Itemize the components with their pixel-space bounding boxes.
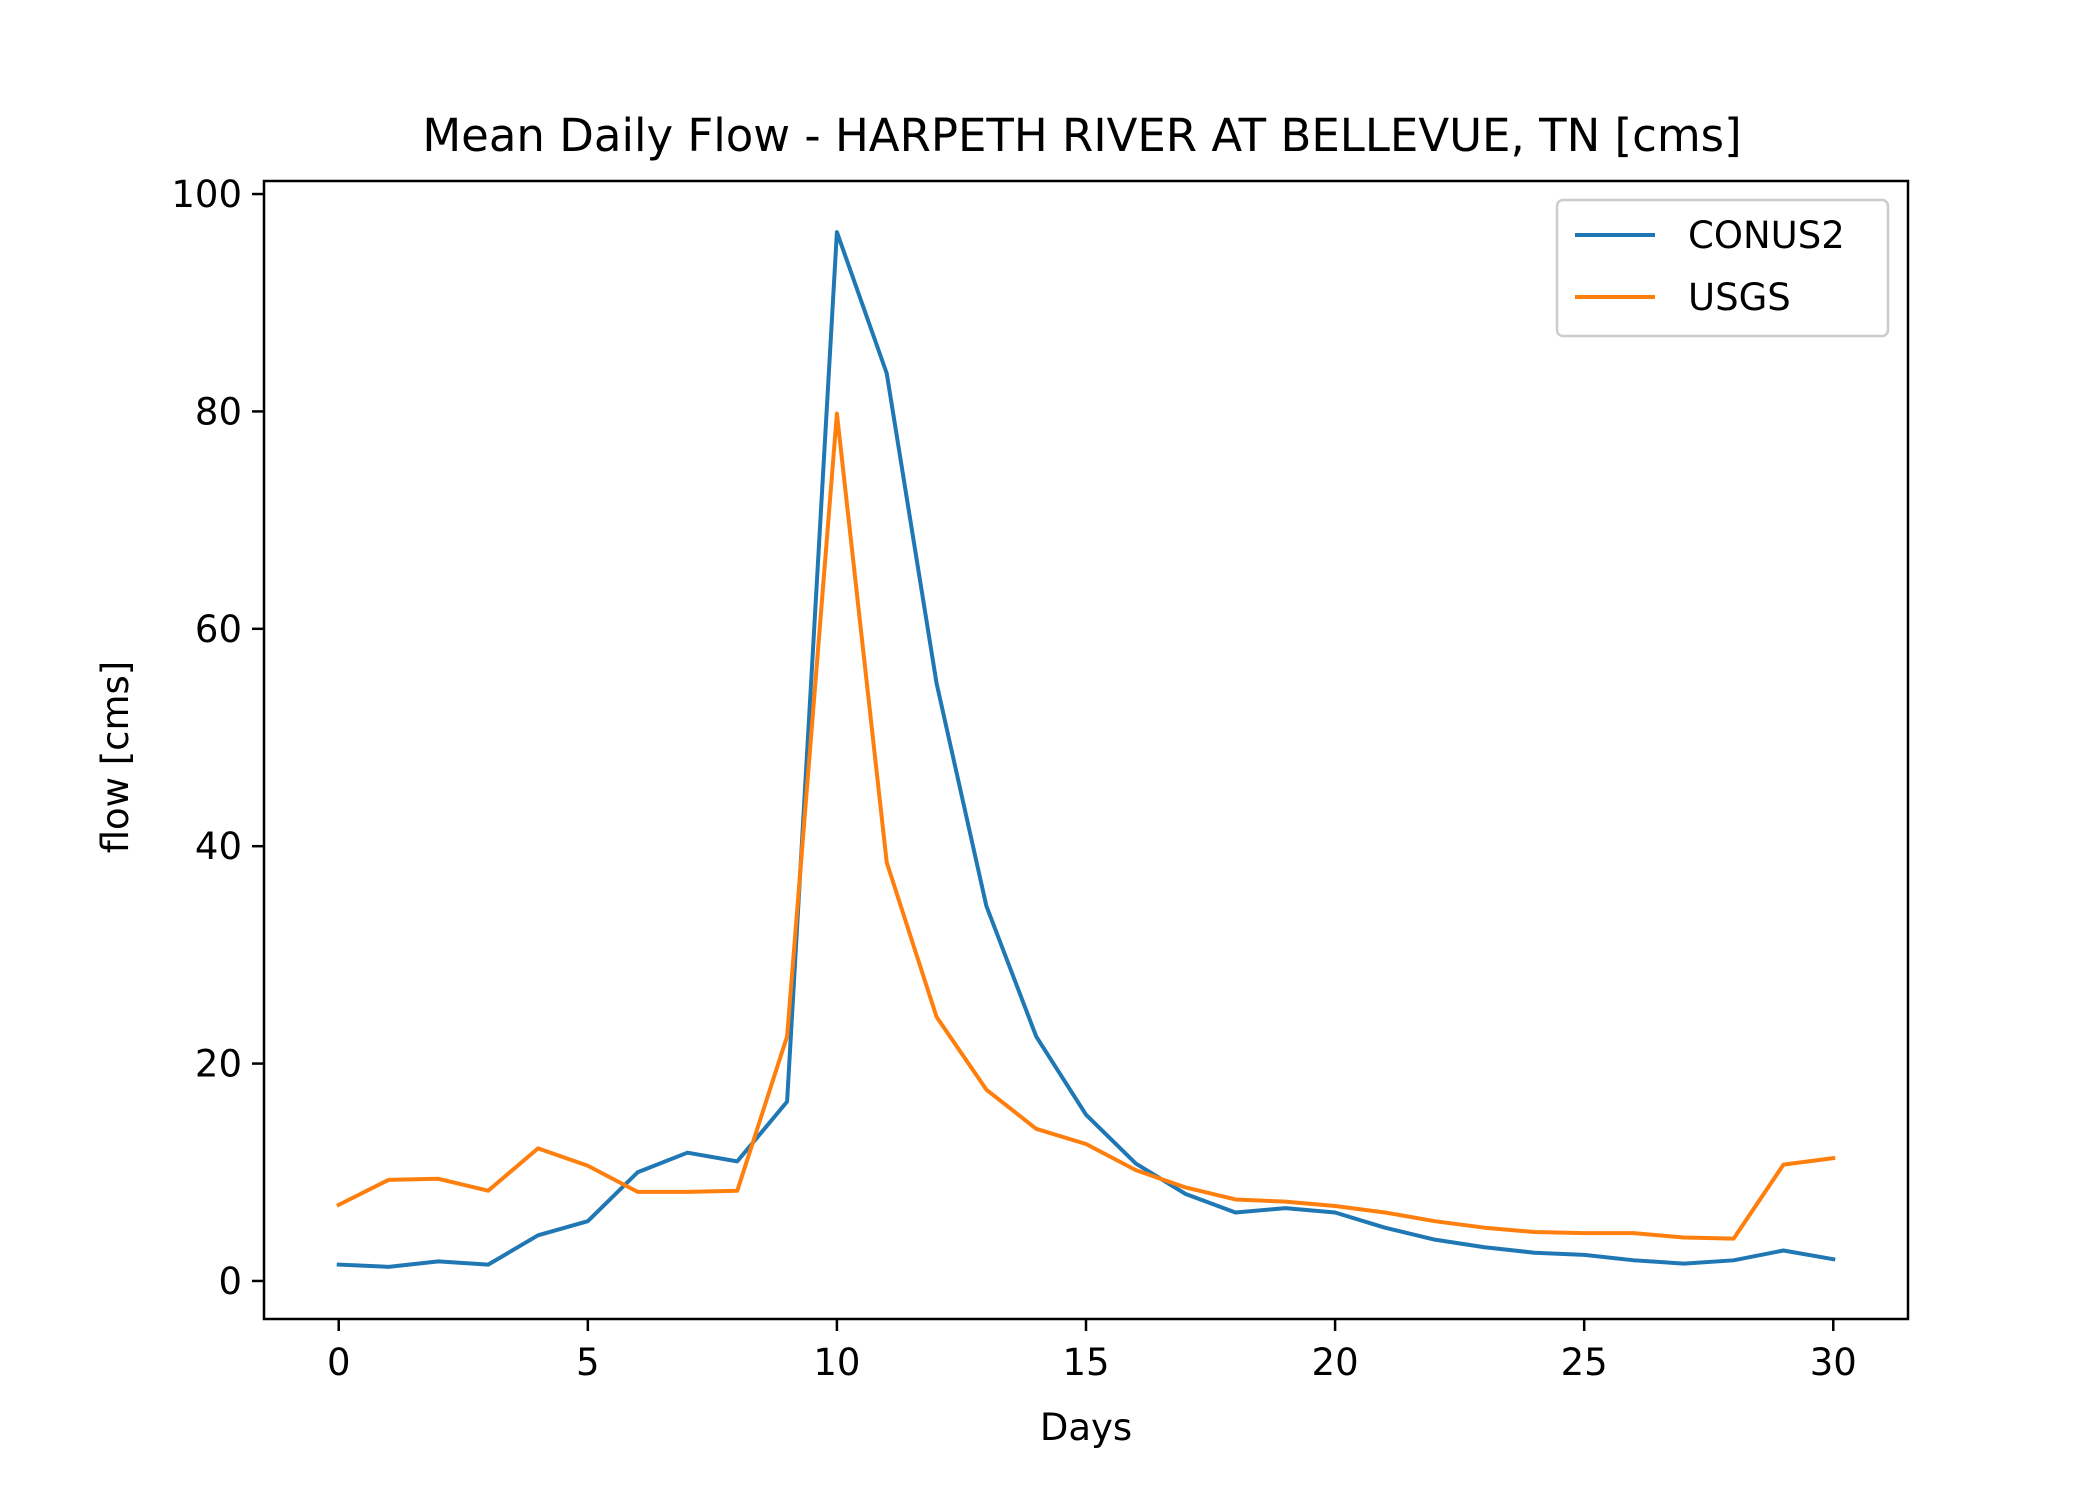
y-tick-label: 20 [195,1043,242,1086]
legend: CONUS2 USGS [1555,198,1890,338]
y-tick-label: 40 [195,825,242,868]
legend-label-usgs: USGS [1688,276,1791,319]
x-tick-label: 5 [576,1341,600,1384]
y-tick-label: 100 [171,173,242,216]
x-tick-label: 15 [1062,1341,1109,1384]
legend-label-conus2: CONUS2 [1688,214,1845,257]
x-tick-label: 25 [1561,1341,1608,1384]
y-tick-label: 80 [195,390,242,433]
y-axis-label: flow [cms] [94,661,137,854]
series-line-usgs [336,411,1836,1241]
chart-title: Mean Daily Flow - HARPETH RIVER AT BELLE… [422,109,1741,162]
x-tick-label: 20 [1312,1341,1359,1384]
x-tick-label: 0 [327,1341,351,1384]
y-tick-label: 60 [195,608,242,651]
x-axis: 0 5 10 15 20 25 30 [327,1319,1857,1384]
x-axis-label: Days [1040,1406,1132,1449]
series-layer [336,230,1836,1269]
x-tick-label: 30 [1810,1341,1857,1384]
series-line-conus2 [336,230,1836,1269]
y-tick-label: 0 [218,1260,242,1303]
y-axis: 0 20 40 60 80 100 [171,173,264,1303]
x-tick-label: 10 [813,1341,860,1384]
